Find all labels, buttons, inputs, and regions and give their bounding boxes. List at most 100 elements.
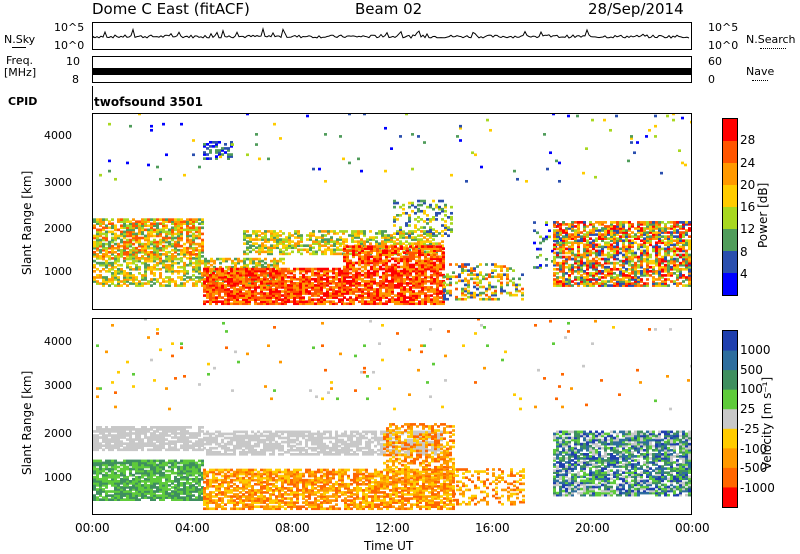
power-cell [245, 284, 248, 287]
velocity-cell [96, 436, 99, 439]
power-cell [117, 278, 120, 281]
power-cell [297, 242, 300, 245]
power-cell [625, 249, 628, 253]
power-cell [174, 232, 177, 236]
power-cell [225, 265, 228, 269]
power-cell [421, 302, 424, 306]
power-cell [230, 282, 233, 285]
power-cell [655, 245, 658, 249]
power-cell [309, 246, 312, 250]
power-cell [129, 240, 132, 244]
power-cell [571, 249, 574, 253]
power-cell [260, 273, 263, 277]
velocity-cell [126, 448, 129, 452]
power-cell [183, 242, 186, 246]
power-cell [442, 259, 445, 263]
power-cell [688, 257, 691, 261]
velocity-cell [120, 442, 123, 445]
power-cell [397, 294, 400, 297]
power-cell [159, 257, 162, 260]
power-cell [391, 292, 394, 295]
power-cell [150, 255, 153, 258]
power-cell [436, 298, 439, 301]
power-cell [341, 298, 344, 301]
power-cell [525, 179, 528, 183]
power-cell [290, 294, 293, 297]
velocity-cell [162, 434, 165, 437]
power-cell [403, 257, 406, 261]
power-cell [385, 255, 388, 259]
power-cell [405, 244, 408, 248]
power-cell [393, 236, 396, 239]
power-cell [619, 229, 622, 232]
velocity-cell [102, 448, 105, 452]
power-cell [147, 220, 150, 223]
velocity-cell [138, 440, 141, 443]
power-cell [616, 233, 619, 236]
power-cell [441, 240, 444, 243]
power-cell [667, 251, 670, 255]
power-cell [652, 249, 655, 253]
power-cell [339, 242, 342, 245]
power-cell [427, 290, 430, 293]
velocity-cell [111, 446, 114, 450]
velocity-cell [165, 442, 168, 445]
power-cell [610, 276, 613, 279]
power-cell [294, 242, 297, 245]
power-cell [406, 275, 409, 279]
power-cell [667, 235, 670, 238]
velocity-cell [162, 440, 165, 443]
power-cell [258, 263, 261, 267]
power-cell [252, 257, 255, 261]
power-cell [562, 274, 565, 277]
power-cell [415, 267, 418, 271]
power-cell [162, 261, 165, 265]
power-cell [275, 292, 278, 295]
power-cell [595, 233, 598, 236]
power-cell [574, 233, 577, 236]
power-cell [320, 279, 323, 283]
power-cell [494, 265, 497, 268]
power-cell [613, 255, 616, 259]
velocity-cell [102, 430, 105, 433]
power-cell [321, 252, 324, 256]
power-cell [533, 266, 536, 269]
power-cell [203, 267, 206, 271]
power-cell [276, 238, 279, 241]
power-cell [96, 248, 99, 252]
power-cell [565, 261, 568, 265]
power-cell [284, 300, 287, 304]
power-cell [93, 263, 96, 267]
velocity-cell [153, 446, 156, 450]
power-cell [500, 267, 503, 270]
power-cell [251, 282, 254, 285]
power-heatmap [93, 114, 691, 306]
power-cell [580, 241, 583, 245]
power-cell [278, 294, 281, 297]
power-cell [341, 294, 344, 297]
power-cell [586, 278, 589, 281]
power-cell [449, 291, 452, 295]
power-cell [96, 238, 99, 242]
power-cell [360, 169, 363, 173]
power-cell [655, 251, 658, 255]
power-cell [339, 230, 342, 233]
power-cell [330, 252, 333, 256]
power-cell [592, 284, 595, 287]
power-cell [341, 288, 344, 291]
power-cell [345, 238, 348, 241]
power-cell [500, 269, 503, 272]
power-cell [162, 228, 165, 232]
power-cell [147, 163, 150, 167]
power-cell [132, 259, 135, 263]
power-cell [494, 289, 497, 293]
power-cell [397, 269, 400, 273]
power-cell [403, 300, 406, 304]
power-cell [595, 227, 598, 230]
power-cell [314, 298, 317, 301]
power-cell [661, 229, 664, 232]
power-cell [258, 257, 261, 261]
power-cell [111, 240, 114, 244]
power-cell [270, 263, 273, 267]
power-cell [571, 247, 574, 251]
